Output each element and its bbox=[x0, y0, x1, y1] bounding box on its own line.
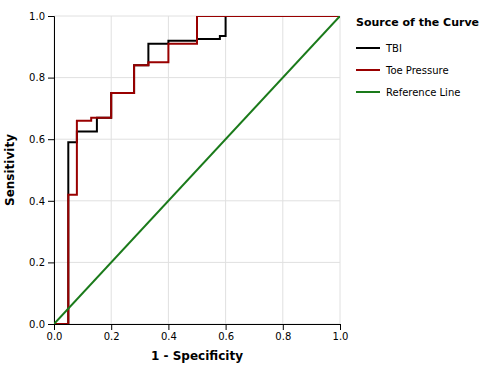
legend-item: TBI bbox=[356, 43, 402, 54]
grid-line-x bbox=[340, 16, 341, 324]
x-tick-label: 0.6 bbox=[218, 331, 234, 342]
legend: Source of the Curve TBI Toe Pressure Refere… bbox=[356, 16, 479, 98]
x-tick-mark bbox=[340, 324, 341, 330]
y-tick-mark bbox=[48, 201, 54, 202]
legend-label: TBI bbox=[385, 43, 402, 54]
legend-title: Source of the Curve bbox=[356, 16, 479, 29]
grid-line-x bbox=[111, 16, 112, 324]
x-axis-title: 1 - Specificity bbox=[151, 349, 243, 363]
y-tick-label: 0.4 bbox=[29, 196, 45, 207]
x-tick-label: 0.4 bbox=[161, 331, 177, 342]
x-tick: 0.0 bbox=[47, 324, 63, 342]
y-axis-title: Sensitivity bbox=[3, 134, 17, 206]
x-tick-mark bbox=[283, 324, 284, 330]
y-tick-mark bbox=[48, 262, 54, 263]
legend-item: Reference Line bbox=[356, 87, 460, 98]
x-axis: 0.0 0.2 0.4 0.6 0.8 1.0 bbox=[47, 324, 349, 342]
x-tick-label: 0.8 bbox=[275, 331, 291, 342]
x-tick: 0.8 bbox=[275, 324, 291, 342]
series-line bbox=[54, 16, 340, 324]
y-axis-line bbox=[48, 17, 55, 325]
y-tick-label: 0.8 bbox=[29, 72, 45, 83]
lines bbox=[54, 16, 340, 324]
grid-line-x bbox=[225, 16, 226, 324]
x-tick: 0.2 bbox=[104, 324, 120, 342]
x-tick-mark bbox=[168, 324, 169, 330]
grid-line-y bbox=[54, 262, 340, 263]
x-axis-line bbox=[55, 325, 341, 331]
plot: 0.0 0.2 0.4 0.6 0.8 1.0 0.0 0.2 0.4 0.6 0.8 1.0 bbox=[29, 11, 348, 342]
y-tick-mark bbox=[48, 324, 54, 325]
y-tick: 0.6 bbox=[29, 134, 54, 145]
legend-swatch bbox=[356, 69, 380, 71]
grid-line-y bbox=[54, 200, 340, 201]
x-tick-mark bbox=[226, 324, 227, 330]
y-tick-label: 0.2 bbox=[29, 257, 45, 268]
y-axis: 0.0 0.2 0.4 0.6 0.8 1.0 bbox=[29, 11, 54, 330]
y-tick: 1.0 bbox=[29, 11, 54, 22]
x-tick: 1.0 bbox=[333, 324, 349, 342]
legend-label: Toe Pressure bbox=[385, 65, 449, 76]
x-tick-mark bbox=[111, 324, 112, 330]
legend-label: Reference Line bbox=[386, 87, 460, 98]
grid-line-y bbox=[54, 77, 340, 78]
y-tick-mark bbox=[48, 78, 54, 79]
x-tick-label: 0.0 bbox=[47, 331, 63, 342]
chart: 0.0 0.2 0.4 0.6 0.8 1.0 0.0 0.2 0.4 0.6 0.8 1.0 1 - … bbox=[0, 0, 500, 368]
x-tick: 0.6 bbox=[218, 324, 234, 342]
x-tick: 0.4 bbox=[161, 324, 177, 342]
x-tick-label: 0.2 bbox=[104, 331, 120, 342]
y-tick: 0.0 bbox=[29, 319, 54, 330]
grid bbox=[54, 16, 340, 324]
y-tick-mark bbox=[48, 139, 54, 140]
legend-item: Toe Pressure bbox=[356, 65, 449, 76]
y-tick-label: 0.0 bbox=[29, 319, 45, 330]
series-line bbox=[54, 16, 340, 324]
series-line bbox=[54, 16, 340, 324]
grid-line-y bbox=[54, 139, 340, 140]
y-tick: 0.2 bbox=[29, 257, 54, 268]
y-tick-label: 0.6 bbox=[29, 134, 45, 145]
legend-swatch bbox=[356, 91, 380, 93]
legend-swatch bbox=[356, 47, 380, 49]
y-tick: 0.8 bbox=[29, 72, 54, 83]
y-tick-label: 1.0 bbox=[29, 11, 45, 22]
y-tick-mark bbox=[48, 16, 54, 17]
y-tick: 0.4 bbox=[29, 196, 54, 207]
x-tick-label: 1.0 bbox=[333, 331, 349, 342]
grid-line-x bbox=[282, 16, 283, 324]
